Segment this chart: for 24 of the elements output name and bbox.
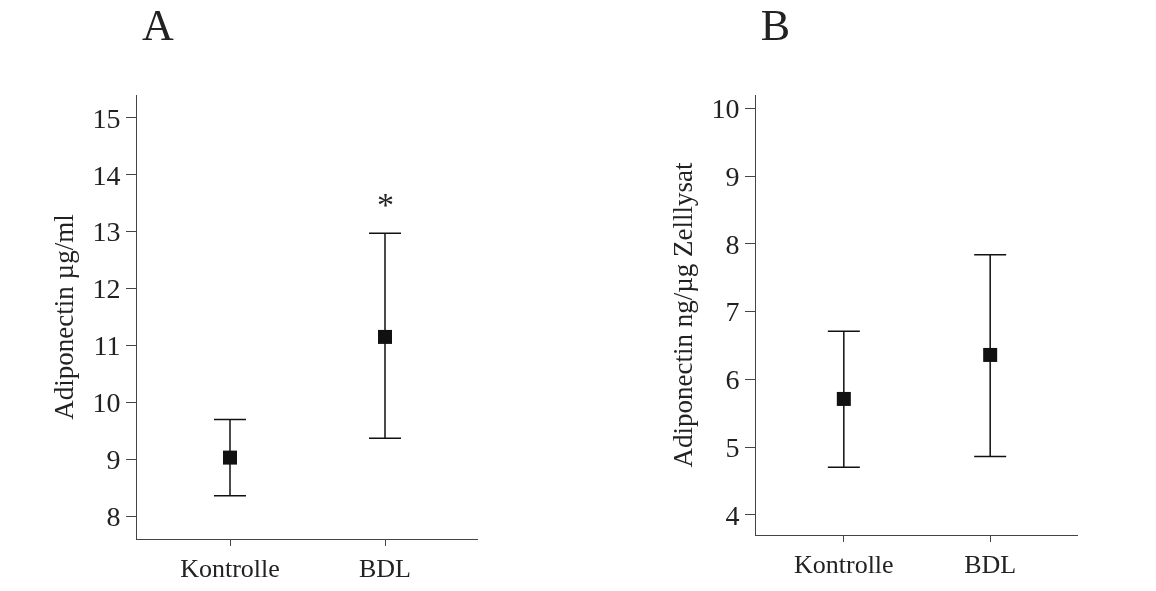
y-tick-label: 5 — [725, 431, 740, 463]
chart-title: A — [142, 0, 175, 50]
y-tick-label: 6 — [725, 364, 740, 396]
x-tick-label: BDL — [359, 554, 411, 584]
x-tick-label: Kontrolle — [180, 554, 280, 584]
y-tick-label: 14 — [92, 159, 121, 191]
y-tick-label: 10 — [92, 387, 121, 419]
y-tick-label: 8 — [725, 228, 740, 260]
y-tick-label: 13 — [92, 216, 121, 248]
y-axis-title: Adiponectin ng/µg Zelllysat — [668, 162, 699, 468]
y-tick-label: 9 — [106, 444, 121, 476]
annotation: * — [377, 186, 394, 223]
y-tick-label: 12 — [92, 273, 121, 305]
y-tick-label: 7 — [725, 296, 740, 328]
y-tick-label: 11 — [93, 330, 121, 362]
x-tick-label: Kontrolle — [793, 550, 894, 580]
y-axis-title: Adiponectin µg/ml — [49, 214, 80, 420]
y-tick-label: 15 — [92, 102, 121, 134]
chart-title: B — [760, 0, 791, 50]
y-tick-label: 9 — [725, 161, 740, 193]
y-tick-label: 8 — [106, 501, 121, 533]
y-tick-label: 10 — [711, 93, 740, 125]
x-tick-label: BDL — [964, 550, 1017, 580]
y-tick-label: 4 — [725, 499, 740, 531]
